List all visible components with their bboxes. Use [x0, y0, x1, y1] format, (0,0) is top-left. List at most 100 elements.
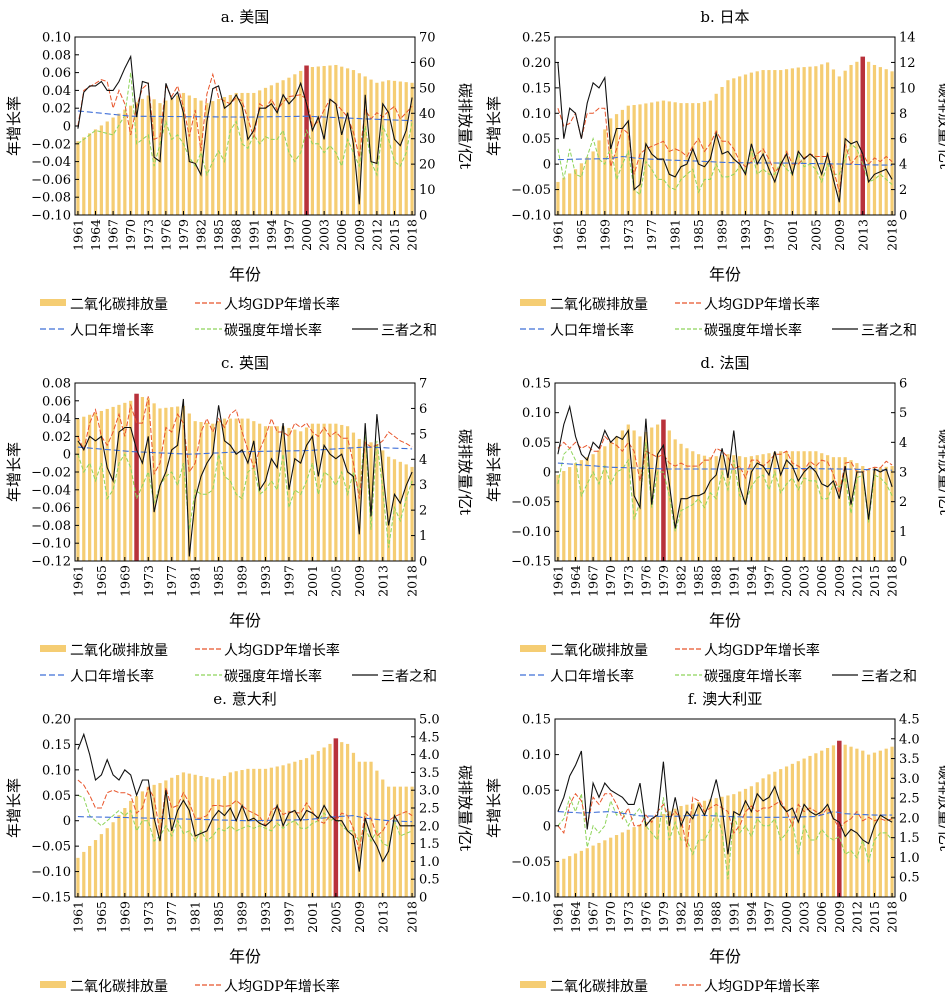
co2-bar	[105, 828, 109, 897]
co2-bar	[831, 69, 836, 216]
y-axis-label: 年增长率	[485, 96, 503, 156]
y2-tick-label: 5	[419, 427, 427, 442]
co2-bar	[738, 456, 742, 561]
x-tick-label: 2018	[885, 901, 900, 933]
co2-bar	[714, 93, 718, 215]
legend-swatch-co2	[40, 299, 66, 306]
x-tick-label: 1969	[117, 565, 132, 597]
co2-bar	[381, 450, 385, 561]
co2-bar	[246, 768, 250, 897]
co2-bar	[123, 109, 127, 215]
population-growth-line	[557, 462, 893, 471]
y2-tick-label: 1.5	[899, 831, 920, 846]
x-tick-label: 1967	[586, 565, 601, 597]
co2-bar	[644, 821, 648, 897]
x-tick-label: 1961	[550, 565, 565, 597]
co2-bar	[299, 70, 303, 216]
x-tick-label: 1993	[258, 565, 273, 597]
y2-tick-label: 4	[899, 436, 907, 451]
co2-bar	[761, 70, 765, 215]
co2-bar	[591, 845, 595, 897]
carbon-intensity-line	[557, 442, 893, 532]
co2-bar	[855, 748, 859, 897]
y-tick-label: 0.15	[522, 713, 551, 728]
co2-bar	[369, 79, 373, 215]
co2-bar	[88, 845, 92, 897]
co2-bar	[603, 446, 607, 561]
x-axis-label: 年份	[229, 265, 261, 284]
y-tick-label: 0.10	[522, 748, 551, 763]
legend-label-ci: 碳强度年增长率	[704, 322, 802, 339]
y-tick-label: 0.15	[522, 377, 551, 392]
co2-bar	[93, 412, 98, 561]
legend-label-ci: 碳强度年增长率	[224, 322, 322, 339]
co2-bar	[134, 796, 139, 897]
peak-bar	[333, 738, 339, 897]
co2-bar	[222, 97, 227, 215]
co2-bar	[381, 81, 385, 215]
co2-bar	[93, 129, 98, 215]
y-tick-label: −0.04	[31, 155, 71, 170]
co2-bar	[129, 400, 133, 561]
co2-bar	[240, 418, 244, 561]
y-tick-label: 0	[63, 120, 71, 135]
legend-label-gdp: 人均GDP年增长率	[704, 978, 820, 995]
x-axis-label: 年份	[229, 611, 261, 630]
y2-tick-label: 4.0	[419, 748, 440, 763]
co2-bar	[387, 80, 391, 215]
co2-bar	[228, 772, 232, 897]
co2-bar	[93, 840, 98, 897]
y-tick-label: 0.20	[522, 56, 551, 71]
y2-tick-label: 1.5	[419, 837, 440, 852]
co2-bar	[702, 800, 707, 897]
y2-tick-label: 12	[899, 56, 916, 71]
co2-bar	[217, 779, 221, 897]
co2-bar	[802, 451, 806, 561]
y-axis-label: 年增长率	[5, 778, 23, 838]
co2-bar	[404, 464, 408, 561]
co2-bar	[820, 453, 824, 561]
co2-bar	[732, 78, 736, 215]
y2-tick-label: 4	[419, 453, 427, 468]
co2-bar	[363, 440, 367, 561]
co2-bar	[340, 742, 344, 897]
co2-bar	[878, 750, 882, 897]
co2-bar	[340, 66, 344, 216]
co2-bar	[205, 422, 209, 561]
co2-bar	[679, 806, 683, 897]
co2-bar	[369, 761, 373, 897]
co2-bar	[814, 66, 818, 215]
x-tick-label: 1994	[744, 565, 759, 597]
legend-label-pop: 人口年增长率	[70, 322, 154, 339]
co2-bar	[175, 406, 180, 561]
co2-bar	[784, 451, 789, 561]
legend-swatch-co2	[40, 981, 66, 988]
co2-bar	[691, 103, 695, 215]
sum-line	[557, 62, 893, 203]
co2-bar	[673, 102, 677, 215]
co2-bar	[579, 163, 583, 215]
co2-bar	[381, 779, 385, 897]
co2-bar	[240, 92, 244, 215]
co2-bar	[743, 457, 748, 561]
x-tick-label: 1973	[621, 901, 636, 933]
co2-bar	[258, 423, 262, 561]
co2-bar	[269, 85, 273, 215]
co2-bar	[123, 402, 127, 561]
x-tick-label: 1994	[744, 901, 759, 933]
co2-bar	[410, 786, 414, 897]
y2-tick-label: 3	[899, 466, 907, 481]
y-tick-label: 0.10	[42, 763, 71, 778]
y2-tick-label: 6	[419, 402, 427, 417]
co2-bar	[187, 413, 191, 561]
y2-tick-label: 2	[899, 495, 907, 510]
x-tick-label: 2003	[317, 219, 332, 251]
co2-bar	[293, 74, 297, 216]
co2-bar	[650, 427, 654, 561]
y2-tick-label: 2	[419, 504, 427, 519]
co2-bar	[726, 80, 730, 215]
sum-line	[557, 404, 893, 529]
chart-title: e. 意大利	[213, 690, 276, 708]
co2-bar	[825, 455, 830, 561]
co2-bar	[228, 94, 232, 215]
